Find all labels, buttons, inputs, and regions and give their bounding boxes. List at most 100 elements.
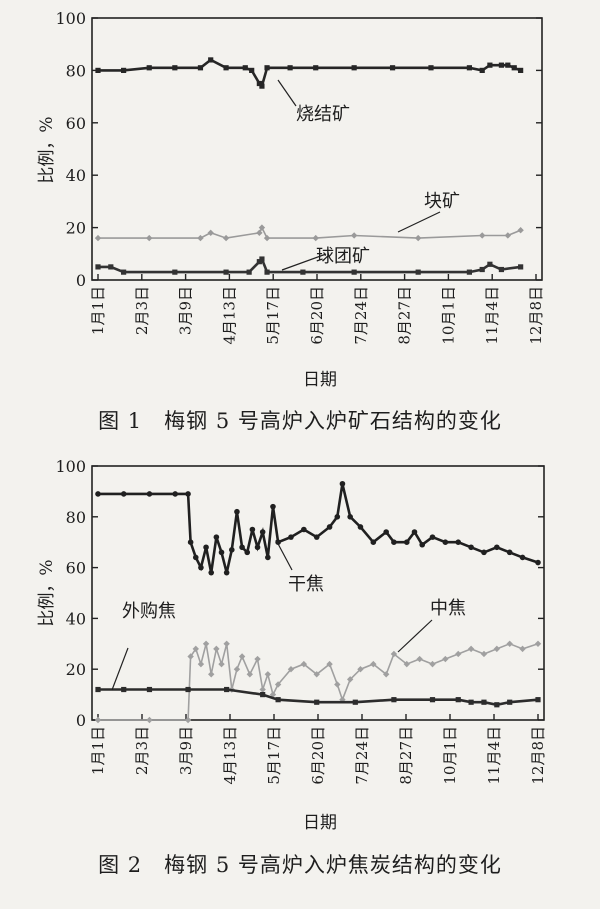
data-point xyxy=(202,640,210,647)
data-point xyxy=(481,549,487,556)
data-point xyxy=(288,534,294,540)
y-tick-label: 20 xyxy=(66,660,86,679)
data-point xyxy=(468,699,474,705)
data-point xyxy=(265,554,271,561)
data-point xyxy=(326,660,333,668)
data-point xyxy=(352,699,358,705)
data-point xyxy=(198,564,204,571)
data-point xyxy=(467,645,475,653)
data-point xyxy=(506,640,513,647)
data-point xyxy=(208,57,214,63)
data-point xyxy=(326,524,333,530)
chart-2-coke-structure: 0 20 40 60 80 100 1月1日 2月3日 3月9日 4月13日 5月17日 6月20日… xyxy=(37,457,547,833)
data-point xyxy=(391,697,397,703)
annotation-sinter: 烧结矿 xyxy=(296,104,350,125)
chart-2-y-axis-label: 比例，% xyxy=(37,559,57,626)
data-point xyxy=(468,544,474,551)
y-tick-label: 40 xyxy=(66,166,86,185)
data-point xyxy=(429,534,436,540)
x-tick-label: 12月8日 xyxy=(527,286,545,345)
data-point xyxy=(192,554,199,561)
data-point xyxy=(264,671,272,678)
data-point xyxy=(95,264,101,270)
data-point xyxy=(370,539,377,545)
data-point xyxy=(403,539,410,545)
data-point xyxy=(254,655,261,663)
data-point xyxy=(519,554,526,561)
data-point xyxy=(287,65,293,71)
data-point xyxy=(518,264,524,270)
sinter-leader-line xyxy=(277,79,297,107)
data-point xyxy=(146,491,153,497)
pellet-leader-line xyxy=(281,253,327,271)
data-point xyxy=(312,234,319,242)
data-point xyxy=(507,699,513,705)
x-tick-label: 2月3日 xyxy=(133,286,151,335)
data-point xyxy=(313,65,319,71)
chart-2-series-layer xyxy=(94,480,542,724)
data-point xyxy=(506,549,513,556)
data-point xyxy=(351,65,357,71)
data-point xyxy=(429,660,436,668)
data-point xyxy=(242,65,248,71)
data-point xyxy=(350,232,358,239)
data-point xyxy=(259,83,265,89)
x-tick-label: 10月1日 xyxy=(441,726,459,785)
data-point xyxy=(256,229,263,237)
data-point xyxy=(256,80,262,87)
data-point xyxy=(238,653,246,660)
data-point xyxy=(259,529,266,535)
x-tick-label: 7月24日 xyxy=(353,726,371,785)
data-point xyxy=(146,234,153,242)
data-point xyxy=(95,67,101,73)
data-point xyxy=(223,65,229,71)
annotation-medium-coke: 中焦 xyxy=(430,598,466,619)
chart-1-x-axis-label: 日期 xyxy=(303,370,337,390)
data-point xyxy=(184,716,192,724)
chart-1-plot-frame xyxy=(91,17,543,281)
x-tick-label: 1月1日 xyxy=(89,286,107,335)
data-point xyxy=(479,67,485,73)
data-point xyxy=(264,65,270,71)
data-point xyxy=(223,269,229,275)
x-tick-label: 6月20日 xyxy=(309,726,327,785)
data-point xyxy=(334,681,341,688)
data-point xyxy=(314,699,320,705)
data-point xyxy=(249,526,256,533)
data-point xyxy=(487,261,493,267)
data-point xyxy=(203,544,209,551)
data-point xyxy=(95,491,101,497)
data-point xyxy=(416,655,423,663)
data-point xyxy=(207,229,214,237)
data-point xyxy=(172,491,178,497)
data-point xyxy=(428,65,434,71)
data-point xyxy=(263,234,271,242)
data-point xyxy=(223,569,230,576)
data-point xyxy=(313,534,320,540)
data-point xyxy=(274,681,282,688)
data-point xyxy=(208,671,215,678)
data-point xyxy=(300,660,308,668)
data-point xyxy=(429,697,436,703)
data-point xyxy=(357,666,364,673)
data-point xyxy=(481,699,487,705)
data-point xyxy=(493,645,501,653)
data-point xyxy=(185,491,191,497)
data-point xyxy=(259,686,266,693)
data-point xyxy=(313,671,320,678)
data-point xyxy=(370,660,377,668)
x-tick-label: 7月24日 xyxy=(352,286,370,345)
annotation-purchased-coke: 外购焦 xyxy=(122,601,176,622)
data-point xyxy=(535,559,541,566)
data-point xyxy=(511,65,517,71)
x-tick-label: 5月17日 xyxy=(265,726,283,785)
dry-coke-leader-line xyxy=(275,539,293,571)
data-point xyxy=(347,514,353,520)
data-point xyxy=(389,65,396,71)
data-point xyxy=(146,65,152,71)
medium-coke-leader-line xyxy=(397,619,433,653)
chart-1-y-axis: 0 20 40 60 80 100 xyxy=(55,9,542,290)
series-line-2 xyxy=(98,642,539,721)
data-point xyxy=(415,269,421,275)
